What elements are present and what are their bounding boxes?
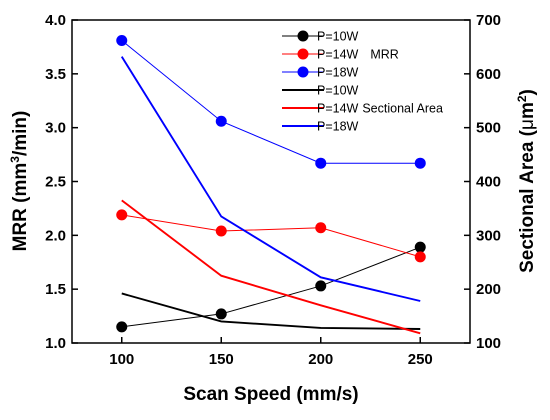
- right-y-title-unit: m: [517, 102, 538, 119]
- legend-label-mrr: P=10W: [317, 30, 359, 44]
- data-point-p-18w-mrr: [414, 157, 426, 169]
- series-line-p-10w-mrr: [121, 246, 421, 328]
- legend-label-area: P=14W Sectional Area: [317, 102, 443, 116]
- axis-ticks: 100 150 200 250 1.0 1.5 2.0 2.5 3.0 3.5 4.0 100 200 3…: [45, 12, 501, 368]
- left-y-title-superscript: 3: [8, 156, 22, 163]
- left-y-tick-label: 2.0: [45, 227, 66, 244]
- data-point-p-10w-mrr: [315, 280, 327, 292]
- x-tick-label: 200: [308, 351, 333, 368]
- x-tick-label: 100: [109, 351, 134, 368]
- right-y-tick-label: 100: [476, 335, 501, 352]
- x-axis-title: Scan Speed (mm/s): [183, 384, 358, 405]
- data-point-p-10w-mrr: [215, 308, 227, 320]
- plot-frame: [71, 19, 471, 344]
- left-y-title-unit: /min): [10, 111, 31, 156]
- series-line-p-18w-area: [120, 56, 421, 302]
- legend-series-name: P=14W: [317, 48, 359, 62]
- legend-label-area: P=18W: [317, 120, 359, 134]
- legend-series-name: P=10W: [317, 30, 359, 44]
- left-y-tick-label: 1.5: [45, 281, 66, 298]
- legend-marker-mrr: [297, 66, 309, 78]
- data-point-p-14w-mrr: [315, 222, 327, 234]
- series-line-p-10w-area: [121, 292, 421, 330]
- legend-series-name: P=18W: [317, 120, 359, 134]
- right-y-tick-label: 200: [476, 281, 501, 298]
- right-y-title-superscript: 2: [515, 95, 529, 102]
- data-point-p-10w-mrr: [116, 321, 128, 333]
- right-y-title-main: Sectional Area (: [517, 129, 538, 273]
- data-point-p-18w-mrr: [215, 115, 227, 127]
- legend-series-name: P=10W: [317, 84, 359, 98]
- right-y-axis-title: Sectional Area (μm2): [515, 89, 538, 273]
- legend-marker-mrr: [297, 48, 309, 60]
- legend-series-name: P=18W: [317, 66, 359, 80]
- right-y-tick-label: 600: [476, 66, 501, 83]
- left-y-tick-label: 2.5: [45, 174, 66, 191]
- legend-label-mrr: P=18W: [317, 66, 359, 80]
- x-tick-label: 150: [209, 351, 234, 368]
- data-point-p-10w-mrr: [414, 241, 426, 253]
- legend-label-mrr: P=14W MRR: [317, 48, 399, 62]
- data-point-p-18w-mrr: [116, 34, 128, 46]
- right-y-tick-label: 400: [476, 174, 501, 191]
- legend-series-name: P=14W: [317, 102, 359, 116]
- right-y-title-mu: μ: [517, 119, 538, 130]
- series-layer: [116, 34, 426, 335]
- right-y-tick-label: 300: [476, 227, 501, 244]
- right-y-tick-label: 500: [476, 120, 501, 137]
- left-y-axis-title: MRR (mm3/min): [8, 111, 31, 252]
- x-tick-label: 250: [408, 351, 433, 368]
- legend-group-label: MRR: [370, 48, 398, 62]
- data-point-p-14w-mrr: [116, 209, 128, 221]
- legend-label-area: P=10W: [317, 84, 359, 98]
- left-y-tick-label: 1.0: [45, 335, 66, 352]
- left-y-title-main: MRR (mm: [10, 163, 31, 252]
- data-point-p-18w-mrr: [315, 157, 327, 169]
- right-y-title-close: ): [517, 89, 538, 95]
- data-point-p-14w-mrr: [215, 225, 227, 237]
- series-line-p-14w-area: [121, 199, 421, 335]
- left-y-tick-label: 3.0: [45, 120, 66, 137]
- legend-marker-mrr: [297, 30, 309, 42]
- right-y-tick-label: 700: [476, 12, 501, 29]
- left-y-tick-label: 4.0: [45, 12, 66, 29]
- series-line-p-14w-mrr: [121, 214, 421, 258]
- left-y-tick-label: 3.5: [45, 66, 66, 83]
- legend-group-label: Sectional Area: [362, 102, 443, 116]
- series-line-p-18w-mrr: [121, 40, 421, 164]
- data-point-p-14w-mrr: [414, 251, 426, 263]
